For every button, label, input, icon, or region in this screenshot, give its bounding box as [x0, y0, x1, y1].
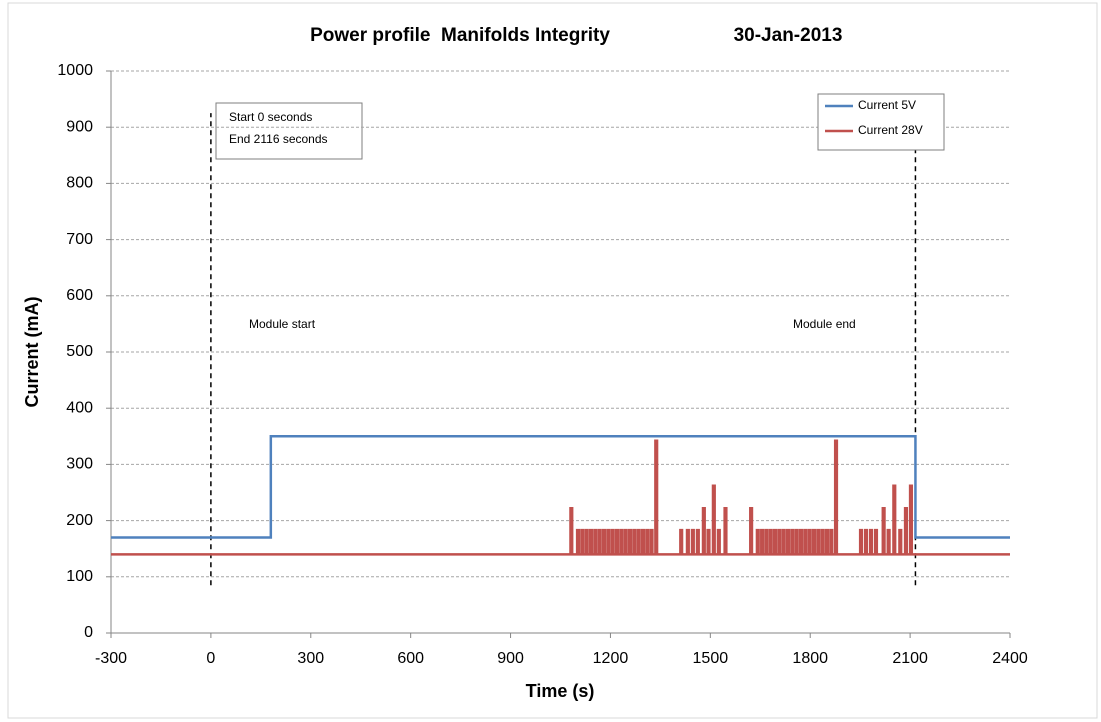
legend-label: Current 5V [858, 98, 916, 112]
annotation: End 2116 seconds [229, 132, 328, 146]
x-tick-label: 0 [206, 650, 215, 667]
x-tick-label: 2400 [992, 650, 1028, 667]
chart-date: 30-Jan-2013 [734, 25, 843, 46]
x-tick-label: 1200 [593, 650, 629, 667]
y-tick-label: 300 [66, 456, 93, 473]
x-tick-label: 1500 [693, 650, 729, 667]
chart-title: Power profile Manifolds Integrity [310, 25, 610, 46]
y-tick-label: 400 [66, 399, 93, 416]
x-tick-label: 600 [397, 650, 424, 667]
annotation-box [215, 102, 363, 160]
y-tick-label: 600 [66, 287, 93, 304]
legend-box [817, 93, 945, 151]
y-tick-label: 500 [66, 343, 93, 360]
x-tick-label: 1800 [792, 650, 828, 667]
y-tick-label: 800 [66, 175, 93, 192]
y-tick-label: 700 [66, 231, 93, 248]
y-tick-label: 1000 [57, 62, 93, 79]
y-axis-title: Current (mA) [22, 296, 42, 407]
y-tick-label: 0 [84, 624, 93, 641]
series-line [111, 435, 1010, 539]
x-tick-label: 300 [297, 650, 324, 667]
annotation: Start 0 seconds [229, 110, 312, 124]
annotation: Module start [249, 317, 316, 331]
annotation: Module end [793, 317, 856, 331]
x-tick-label: 900 [497, 650, 524, 667]
y-tick-label: 200 [66, 512, 93, 529]
legend-label: Current 28V [858, 123, 923, 137]
x-tick-label: 2100 [892, 650, 928, 667]
y-tick-label: 900 [66, 118, 93, 135]
x-tick-label: -300 [95, 650, 127, 667]
series-line [111, 439, 1010, 556]
y-tick-label: 100 [66, 568, 93, 585]
x-axis-title: Time (s) [526, 681, 595, 701]
